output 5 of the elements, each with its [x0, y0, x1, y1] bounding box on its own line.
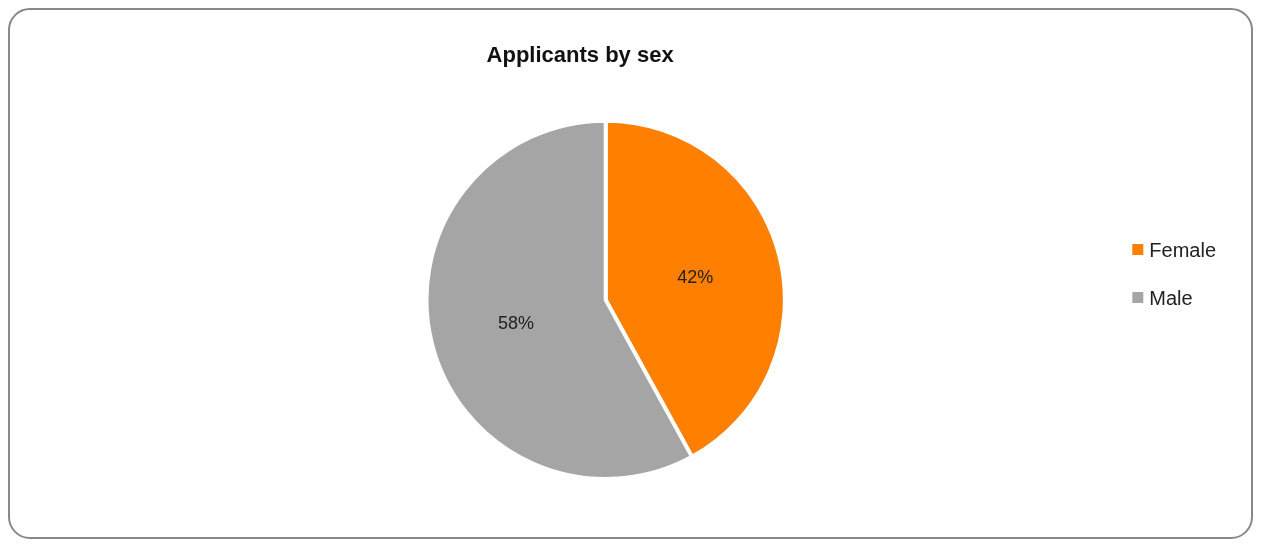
legend-label: Female — [1149, 238, 1217, 261]
chart-title: Applicants by sex — [486, 41, 675, 67]
data-label: 42% — [677, 266, 714, 287]
legend-label: Male — [1149, 286, 1193, 309]
data-label: 58% — [497, 312, 535, 333]
